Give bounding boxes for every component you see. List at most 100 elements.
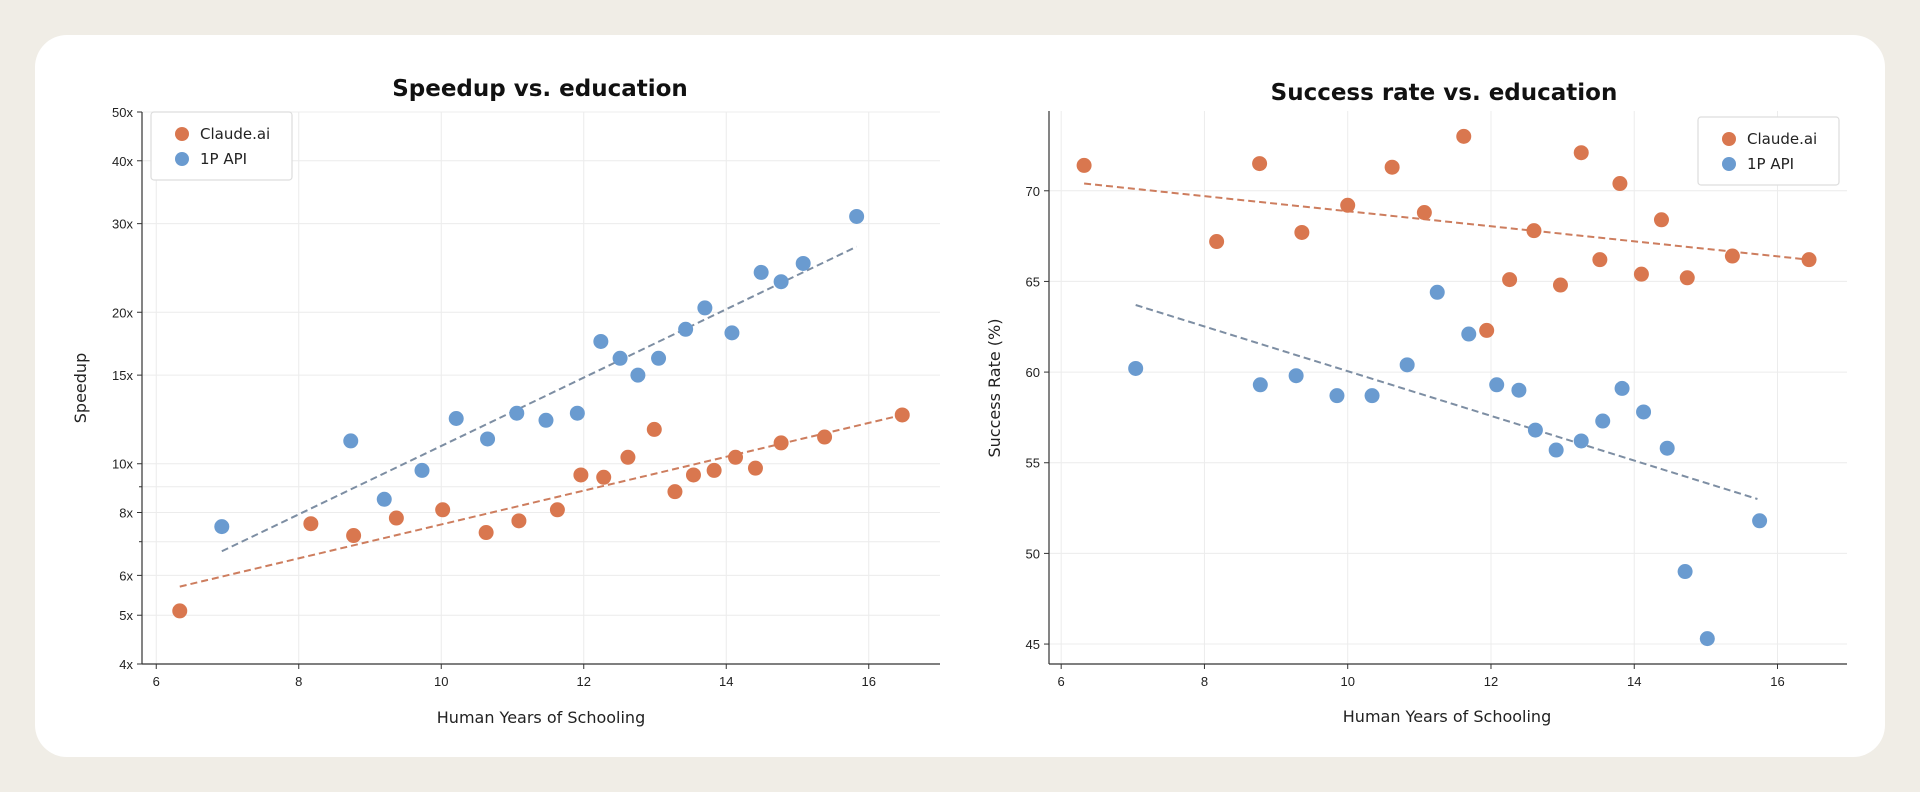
api-data-point	[538, 412, 554, 428]
api-data-point	[509, 405, 525, 421]
api-data-point	[1636, 404, 1652, 420]
legend: Claude.ai 1P API	[1697, 116, 1840, 186]
claude-data-point	[1801, 252, 1817, 268]
x-tick-label: 14	[1627, 674, 1641, 689]
api-data-point	[569, 405, 585, 421]
claude-data-point	[747, 460, 763, 476]
api-data-point	[480, 431, 496, 447]
api-data-point	[1288, 368, 1304, 384]
api-data-point	[1128, 360, 1144, 376]
x-tick-label: 12	[1484, 674, 1498, 689]
claude-trend-line	[179, 414, 903, 588]
claude-data-point	[620, 449, 636, 465]
claude-data-point	[894, 407, 910, 423]
success-rate-chart: Success rate vs. education Human Years o…	[985, 80, 1847, 726]
y-tick-label: 70	[1026, 184, 1040, 199]
y-tick-label: 50	[1026, 546, 1040, 561]
claude-data-point	[728, 449, 744, 465]
api-data-point	[612, 350, 628, 366]
claude-trend-line	[1083, 182, 1810, 261]
claude-data-point	[1416, 205, 1432, 221]
x-tick-label: 6	[1058, 674, 1065, 689]
api-trend-line	[221, 245, 858, 553]
x-tick-label: 6	[153, 674, 160, 689]
claude-data-point	[1076, 157, 1092, 173]
claude-data-point	[478, 525, 494, 541]
api-data-point	[1595, 413, 1611, 429]
claude-data-point	[1526, 223, 1542, 239]
api-data-point	[678, 321, 694, 337]
api-legend-label: 1P API	[200, 150, 247, 168]
claude-data-point	[573, 467, 589, 483]
api-data-point	[1527, 422, 1543, 438]
y-tick-label: 30x	[112, 217, 133, 232]
y-tick-label: 5x	[119, 608, 133, 623]
api-data-point	[630, 367, 646, 383]
claude-data-point	[549, 502, 565, 518]
claude-data-point	[435, 502, 451, 518]
api-data-point	[1489, 377, 1505, 393]
claude-data-point	[596, 469, 612, 485]
api-data-point	[1573, 433, 1589, 449]
claude-data-point	[1633, 266, 1649, 282]
claude-data-point	[1552, 277, 1568, 293]
x-tick-label: 8	[1201, 674, 1208, 689]
api-data-point	[651, 350, 667, 366]
api-data-point	[1511, 382, 1527, 398]
legend-box	[1697, 116, 1840, 186]
x-axis-label: Human Years of Schooling	[1343, 707, 1551, 726]
api-data-point	[753, 264, 769, 280]
api-data-point	[1699, 631, 1715, 647]
legend: Claude.ai 1P API	[150, 111, 293, 181]
api-legend-marker	[1722, 157, 1736, 171]
speedup-chart: Speedup vs. education Human Years of Sch…	[71, 76, 940, 727]
claude-data-point	[1502, 272, 1518, 288]
claude-data-point	[1456, 128, 1472, 144]
claude-data-point	[773, 435, 789, 451]
claude-data-point	[706, 462, 722, 478]
api-data-point	[1614, 380, 1630, 396]
api-data-point	[214, 519, 230, 535]
api-data-point	[1399, 357, 1415, 373]
api-legend-marker	[175, 152, 189, 166]
claude-data-point	[1340, 197, 1356, 213]
api-data-point	[795, 255, 811, 271]
y-tick-label: 50x	[112, 105, 133, 120]
api-trend-line	[1135, 304, 1758, 500]
claude-data-point	[646, 421, 662, 437]
claude-data-point	[1384, 159, 1400, 175]
api-legend-label: 1P API	[1747, 155, 1794, 173]
y-tick-label: 40x	[112, 154, 133, 169]
claude-legend-label: Claude.ai	[200, 125, 270, 143]
chart-title: Speedup vs. education	[392, 76, 688, 102]
api-data-point	[724, 325, 740, 341]
claude-data-point	[511, 513, 527, 529]
api-data-point	[1429, 284, 1445, 300]
y-tick-label: 8x	[119, 506, 133, 521]
claude-legend-marker	[1722, 132, 1736, 146]
x-tick-label: 8	[295, 674, 302, 689]
y-tick-label: 10x	[112, 457, 133, 472]
claude-legend-label: Claude.ai	[1747, 130, 1817, 148]
claude-data-point	[1479, 322, 1495, 338]
api-data-point	[448, 411, 464, 427]
y-tick-label: 45	[1026, 637, 1040, 652]
claude-data-point	[1679, 270, 1695, 286]
x-tick-label: 12	[577, 674, 591, 689]
x-axis-label: Human Years of Schooling	[437, 708, 645, 727]
api-data-point	[1752, 513, 1768, 529]
claude-data-point	[1592, 252, 1608, 268]
y-axis-label: Success Rate (%)	[985, 319, 1004, 458]
y-tick-label: 55	[1026, 456, 1040, 471]
claude-data-point	[1724, 248, 1740, 264]
y-axis-label: Speedup	[71, 353, 90, 423]
y-tick-label: 15x	[112, 368, 133, 383]
api-data-point	[697, 300, 713, 316]
api-data-point	[414, 462, 430, 478]
x-tick-label: 10	[1340, 674, 1354, 689]
x-tick-label: 16	[862, 674, 876, 689]
claude-data-point	[1209, 234, 1225, 250]
claude-data-point	[1294, 224, 1310, 240]
claude-data-point	[685, 467, 701, 483]
